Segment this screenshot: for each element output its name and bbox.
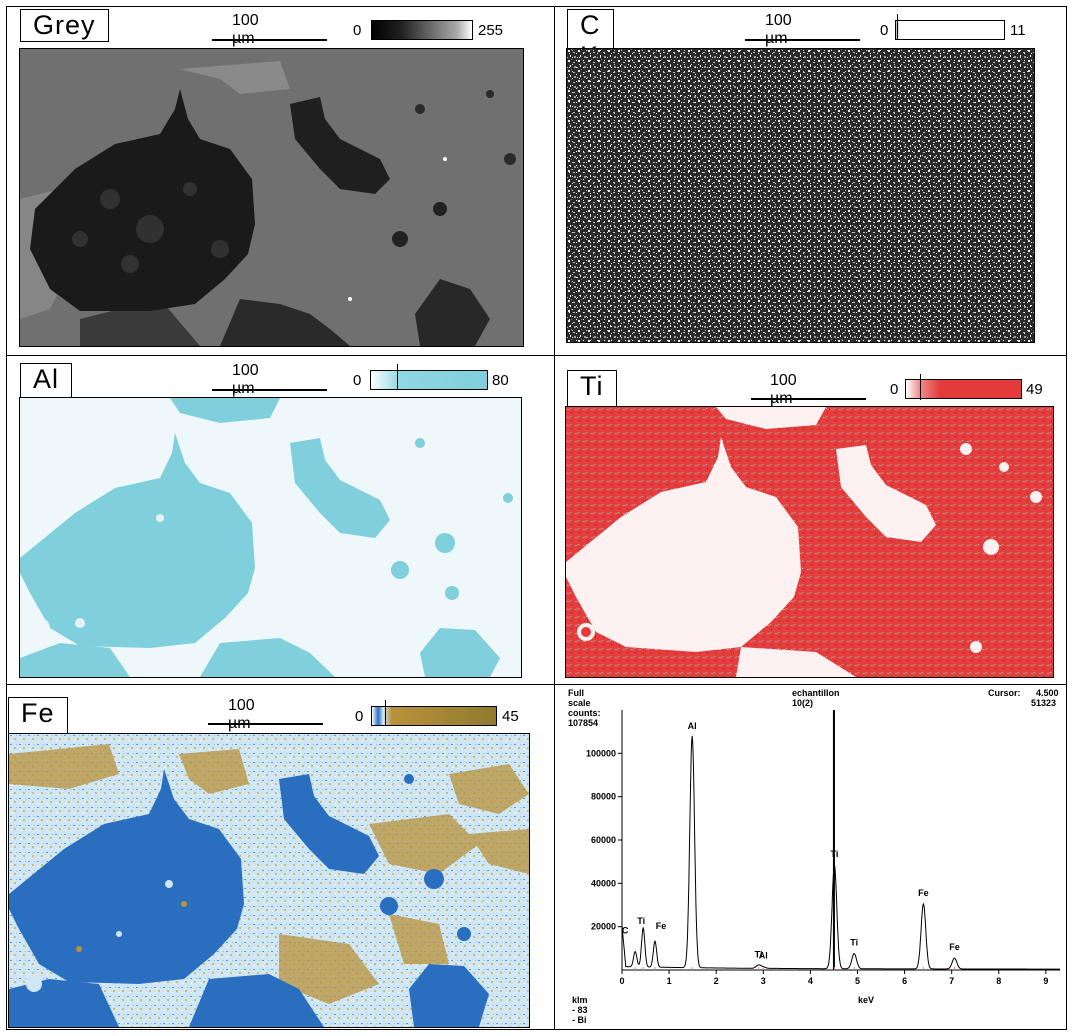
grey-scale-bar <box>212 39 327 41</box>
iron-scale-bar <box>208 723 323 725</box>
aluminum-scale-text: 100 µm <box>232 362 259 397</box>
spectrum-x-tick-label: 0 <box>619 976 624 986</box>
spectrum-y-tick-label: 100000 <box>586 748 616 758</box>
iron-cb-min: 0 <box>355 708 364 725</box>
carbon-cb-tick <box>897 14 898 40</box>
carbon-map <box>566 48 1035 343</box>
spectrum-x-tick-label: 9 <box>1043 976 1048 986</box>
titanium-map-image <box>566 407 1053 677</box>
titanium-cb-tick <box>920 374 921 400</box>
titanium-cb-max: 49 <box>1026 381 1043 398</box>
aluminum-map-image <box>20 398 521 677</box>
aluminum-cb-max: 80 <box>492 372 509 389</box>
titanium-cb-min: 0 <box>890 381 899 398</box>
spectrum-peak-label: Fe <box>656 921 667 931</box>
spectrum-cursor-counts: 51323 <box>1031 698 1057 708</box>
spectrum-x-tick-label: 8 <box>996 976 1001 986</box>
aluminum-map <box>19 397 522 678</box>
aluminum-colorbar <box>370 370 488 390</box>
spectrum-x-tick-label: 6 <box>902 976 907 986</box>
spectrum-x-tick-label: 5 <box>855 976 860 986</box>
spectrum-y-tick-label: 20000 <box>591 922 616 932</box>
spectrum-chart: 20000 40000 60000 80000 100000 0 1 2 3 4 5 6 7 8 9 C Ti F… <box>586 710 1060 986</box>
spectrum-cursor-label: Cursor: <box>988 688 1021 698</box>
iron-map-image <box>9 734 529 1027</box>
titanium-map <box>565 406 1054 678</box>
grey-colorbar <box>371 20 473 40</box>
spectrum-peak-label: Al <box>688 721 697 731</box>
spectrum-peak-label: Ti <box>850 938 858 948</box>
spectrum-peak-label: C <box>622 926 629 936</box>
titanium-scale-bar <box>751 398 866 400</box>
iron-scale-text: 100 µm <box>228 697 255 732</box>
aluminum-cb-tick <box>397 364 398 390</box>
spectrum-x-tick-label: 7 <box>949 976 954 986</box>
grey-label: Grey <box>20 9 109 42</box>
titanium-scale-text: 100 µm <box>770 372 797 407</box>
spectrum-peak-label: Ti <box>830 849 838 859</box>
iron-map <box>8 733 530 1028</box>
divider-row2 <box>6 684 1067 685</box>
spectrum-x-tick-label: 4 <box>808 976 813 986</box>
spectrum-y-tick-label: 80000 <box>591 792 616 802</box>
spectrum-full-scale: Full scale counts: 107854 <box>568 688 601 728</box>
carbon-cb-min: 0 <box>880 22 889 39</box>
grey-cb-max: 255 <box>478 22 504 39</box>
titanium-colorbar <box>905 379 1022 399</box>
carbon-scale-text: 100 µm <box>765 12 792 47</box>
spectrum-xlabel: keV <box>858 995 875 1005</box>
grey-cb-min: 0 <box>353 22 362 39</box>
spectrum-x-tick-label: 3 <box>761 976 766 986</box>
iron-colorbar <box>371 706 497 726</box>
carbon-map-image <box>567 49 1034 342</box>
carbon-scale-bar <box>745 39 860 41</box>
spectrum-peak-label: Fe <box>949 942 960 952</box>
frame-left <box>6 6 7 1030</box>
carbon-colorbar <box>895 20 1005 40</box>
spectrum-footer-left: klm - 83 - Bi <box>572 995 588 1025</box>
grey-scale-text: 100 µm <box>232 12 259 47</box>
frame-top <box>6 6 1067 7</box>
aluminum-cb-min: 0 <box>353 372 362 389</box>
carbon-cb-max: 11 <box>1010 22 1026 39</box>
spectrum-peak-label: Fe <box>918 888 929 898</box>
frame-right <box>1066 6 1067 1030</box>
spectrum-peak-label: Al <box>759 951 768 961</box>
grey-map <box>19 48 524 347</box>
spectrum-curve <box>621 735 1060 970</box>
spectrum-peak-label: Ti <box>637 916 645 926</box>
spectrum-sample: echantillon 10(2) <box>792 688 840 708</box>
spectrum-x-tick-label: 2 <box>714 976 719 986</box>
divider-row1 <box>6 355 1067 356</box>
spectrum-peak-label: Ti <box>755 950 763 960</box>
grey-map-image <box>20 49 523 346</box>
divider-vertical <box>554 6 555 1030</box>
spectrum-cursor-value: 4.500 <box>1036 688 1059 698</box>
iron-cb-tick <box>385 700 386 726</box>
spectrum-y-tick-label: 40000 <box>591 878 616 888</box>
iron-cb-max: 45 <box>502 708 519 725</box>
aluminum-scale-bar <box>212 389 327 391</box>
spectrum-x-tick-label: 1 <box>667 976 672 986</box>
spectrum-y-tick-label: 60000 <box>591 835 616 845</box>
frame-bottom <box>6 1029 1067 1030</box>
